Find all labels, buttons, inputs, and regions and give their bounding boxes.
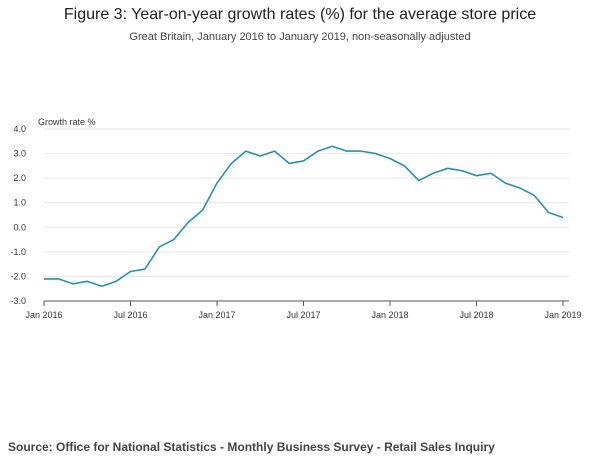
data-point	[402, 164, 406, 168]
data-point	[417, 179, 421, 183]
gridlines	[44, 128, 569, 302]
x-tick-label: Jul 2016	[113, 310, 147, 320]
data-point	[561, 215, 565, 219]
data-point	[460, 169, 464, 173]
chart-subtitle: Great Britain, January 2016 to January 2…	[129, 31, 471, 43]
data-point	[114, 279, 118, 283]
y-tick-label: 0.0	[13, 222, 26, 232]
data-point	[287, 161, 291, 165]
x-axis: Jan 2016 Jul 2016 Jan 2017 Jul 2017 Jan 2018…	[25, 301, 582, 320]
data-point	[42, 277, 46, 281]
data-point	[258, 154, 262, 158]
y-tick-label: 3.0	[13, 149, 26, 159]
data-point	[56, 277, 60, 281]
data-point	[359, 149, 363, 153]
source-note: Source: Office for National Statistics -…	[8, 440, 495, 454]
data-point	[143, 267, 147, 271]
data-point	[518, 186, 522, 190]
data-point	[157, 245, 161, 249]
data-point	[330, 144, 334, 148]
x-tick-label: Jul 2018	[459, 310, 493, 320]
data-point	[302, 159, 306, 163]
x-tick-label: Jan 2017	[198, 310, 235, 320]
x-tick-label: Jan 2016	[25, 310, 62, 320]
data-point	[244, 149, 248, 153]
series-growth-rate	[44, 145, 564, 288]
x-tick-label: Jan 2019	[544, 310, 581, 320]
data-point	[229, 161, 233, 165]
data-point	[201, 208, 205, 212]
y-tick-label: 1.0	[13, 198, 26, 208]
y-tick-label: -3.0	[10, 296, 26, 306]
data-point	[129, 270, 133, 274]
data-points	[42, 144, 565, 288]
series-line	[44, 145, 564, 288]
data-point	[475, 174, 479, 178]
data-point	[172, 238, 176, 242]
data-point	[446, 166, 450, 170]
data-point	[345, 149, 349, 153]
data-point	[85, 279, 89, 283]
data-point	[71, 282, 75, 286]
y-tick-label: -2.0	[10, 271, 26, 281]
data-point	[503, 181, 507, 185]
data-point	[388, 156, 392, 160]
chart-title: Figure 3: Year-on-year growth rates (%) …	[63, 6, 537, 23]
x-tick-label: Jul 2017	[286, 310, 320, 320]
y-axis-label: Growth rate %	[38, 117, 96, 127]
data-point	[374, 152, 378, 156]
data-point	[273, 149, 277, 153]
data-point	[215, 181, 219, 185]
data-point	[532, 193, 536, 197]
data-point	[431, 171, 435, 175]
y-tick-label: 4.0	[13, 124, 26, 134]
y-axis-ticks: 4.0 3.0 2.0 1.0 0.0 -1.0 -2.0 -3.0	[10, 124, 26, 306]
x-tick-label: Jan 2018	[371, 310, 408, 320]
data-point	[316, 149, 320, 153]
data-point	[186, 220, 190, 224]
data-point	[547, 211, 551, 215]
data-point	[489, 171, 493, 175]
y-tick-label: 2.0	[13, 173, 26, 183]
data-point	[100, 284, 104, 288]
y-tick-label: -1.0	[10, 247, 26, 257]
